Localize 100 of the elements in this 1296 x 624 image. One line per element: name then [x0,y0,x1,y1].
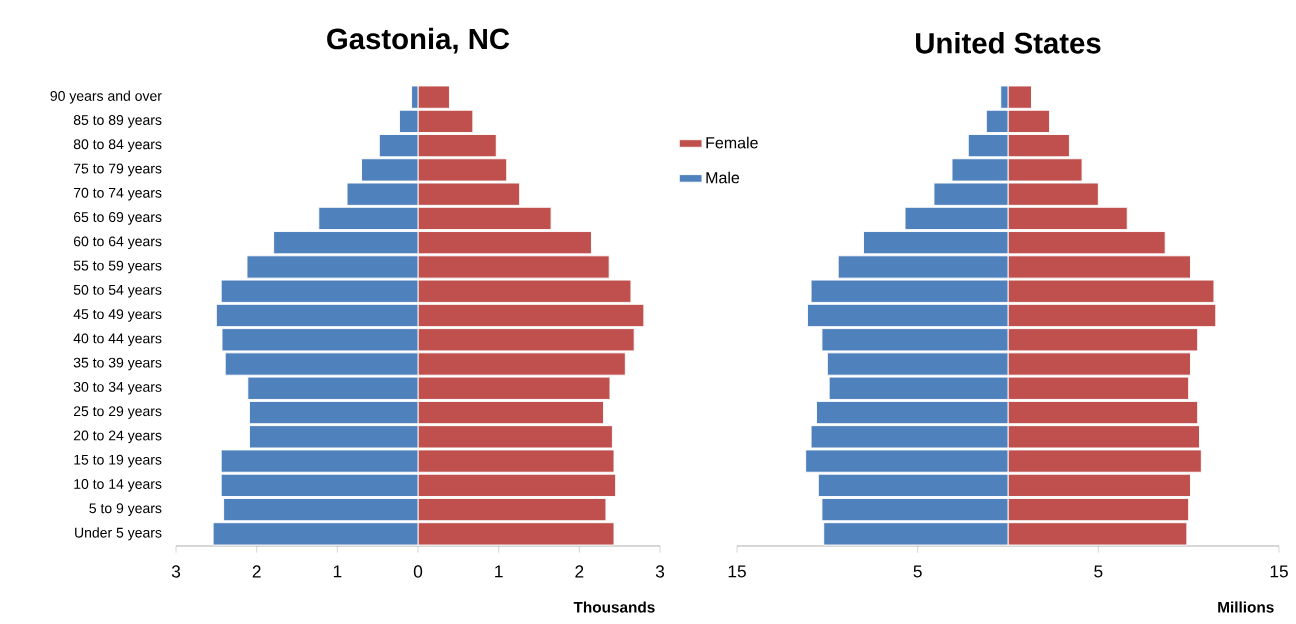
y-tick-label: 60 to 64 years [73,236,162,250]
y-tick-label: 35 to 39 years [73,357,162,371]
bar [417,255,610,279]
x-tick-label: 5 [1094,565,1103,578]
bar [417,279,632,303]
bar [361,158,419,182]
bar [417,231,592,255]
bar [417,400,605,425]
bar [810,425,1009,449]
bar [248,425,419,449]
bar [805,449,1009,473]
bar [933,182,1009,206]
bar [863,231,1009,255]
bar [246,255,419,279]
x-tick-label: 0 [413,565,423,578]
y-tick-label: Under 5 years [75,527,162,541]
bar [1007,497,1190,522]
y-tick-label: 75 to 79 years [73,163,162,177]
y-tick-label: 25 to 29 years [73,406,162,419]
x-axis-title: Thousands [573,601,655,613]
bar [1007,328,1199,352]
bar [821,497,1009,522]
x-tick-label: 2 [252,565,261,578]
bar [221,328,419,352]
legend-label: Female [706,136,758,149]
bar [215,303,419,328]
y-tick-label: 50 to 54 years [73,284,162,298]
bar [810,279,1009,303]
y-tick-label: 5 to 9 years [89,503,162,516]
bar [967,134,1009,158]
bar [212,522,419,546]
bar [417,376,611,400]
bar [1007,255,1191,279]
bar [1007,376,1190,400]
bar [837,255,1009,279]
x-tick-label: 15 [1270,565,1288,578]
x-tick-label: 3 [171,565,181,578]
bar [828,376,1009,400]
y-tick-label: 70 to 74 years [73,187,162,201]
bar [417,109,474,134]
bar [807,303,1009,328]
bar [417,182,521,206]
bar [220,449,419,473]
bar [1007,425,1200,449]
bar [346,182,419,206]
legend-label: Male [706,171,740,184]
bar [1007,522,1188,546]
bar [826,352,1009,376]
bar [223,497,419,522]
x-tick-label: 5 [913,565,922,578]
bar [1007,231,1166,255]
bar [1007,182,1099,206]
bar [904,206,1009,231]
bar [1007,303,1217,328]
bar [1007,352,1191,376]
bar [318,206,419,231]
bar [417,134,497,158]
x-tick-label: 3 [655,565,665,578]
bar [247,376,419,400]
bar [417,158,508,182]
y-tick-label: 40 to 44 years [73,333,162,347]
y-tick-label: 65 to 69 years [73,212,162,225]
y-tick-label: 85 to 89 years [73,115,162,128]
y-tick-label: 10 to 14 years [74,479,162,492]
bar [1007,279,1215,303]
y-tick-label: 15 to 19 years [74,454,162,468]
bar [417,85,450,109]
x-tick-label: 2 [575,565,584,578]
bar [273,231,419,255]
bar [951,158,1009,182]
bar [417,206,552,231]
y-tick-label: 90 years and over [50,90,162,104]
bar [816,400,1009,425]
bar [1007,206,1128,231]
bar [1007,449,1202,473]
y-tick-label: 30 to 34 years [73,381,162,395]
bar [220,473,419,497]
bar [417,497,607,522]
bar [224,352,419,376]
bar [1007,473,1191,497]
y-tick-label: 55 to 59 years [73,260,162,274]
x-tick-label: 1 [333,565,342,578]
bar [220,279,419,303]
x-axis-title: Millions [1218,601,1274,613]
x-tick-label: 15 [728,565,746,578]
bar [821,328,1009,352]
bar [417,303,645,328]
bar [417,449,615,473]
bar [1007,400,1199,425]
y-tick-label: 80 to 84 years [73,139,162,152]
x-tick-label: 1 [495,565,503,578]
bar [417,352,626,376]
y-tick-label: 45 to 49 years [73,309,162,322]
bar [1007,109,1051,134]
chart-title: Gastonia, NC [327,27,510,54]
bar [1007,134,1070,158]
bar [823,522,1009,546]
bar [417,473,617,497]
bar [417,328,635,352]
bar [417,522,615,546]
